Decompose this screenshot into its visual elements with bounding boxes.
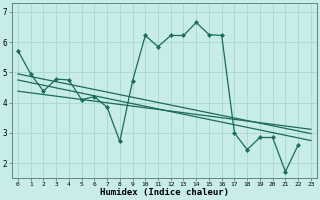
X-axis label: Humidex (Indice chaleur): Humidex (Indice chaleur) bbox=[100, 188, 229, 197]
